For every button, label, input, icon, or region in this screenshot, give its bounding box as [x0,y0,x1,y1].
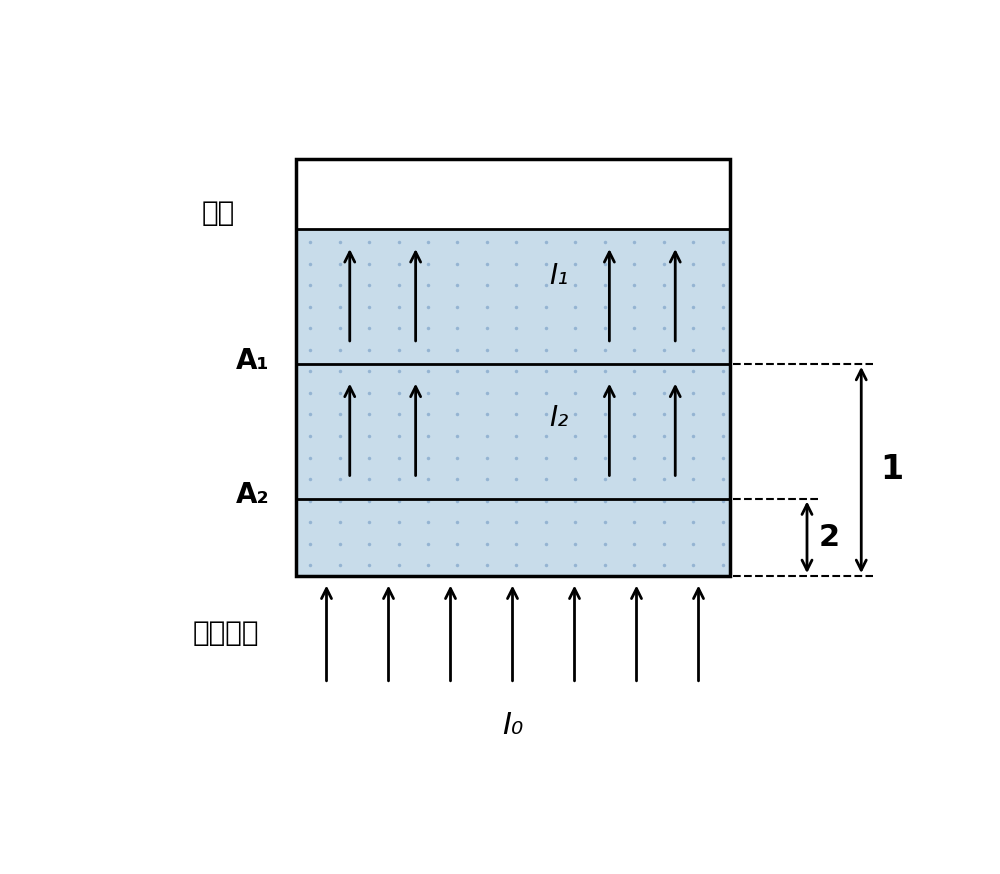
Text: 液面: 液面 [201,198,235,226]
Text: A₂: A₂ [236,482,270,510]
Text: I₂: I₂ [549,404,569,432]
Text: I₁: I₁ [549,262,569,290]
Bar [296,498,730,576]
Bar [296,229,730,364]
Bar [296,159,730,576]
Text: 1: 1 [881,454,904,487]
Text: 入射光强: 入射光强 [192,619,259,647]
Text: 2: 2 [819,523,840,551]
Text: A₁: A₁ [236,347,270,375]
Text: I₀: I₀ [502,711,523,739]
Bar [296,364,730,498]
Bar [296,159,730,229]
